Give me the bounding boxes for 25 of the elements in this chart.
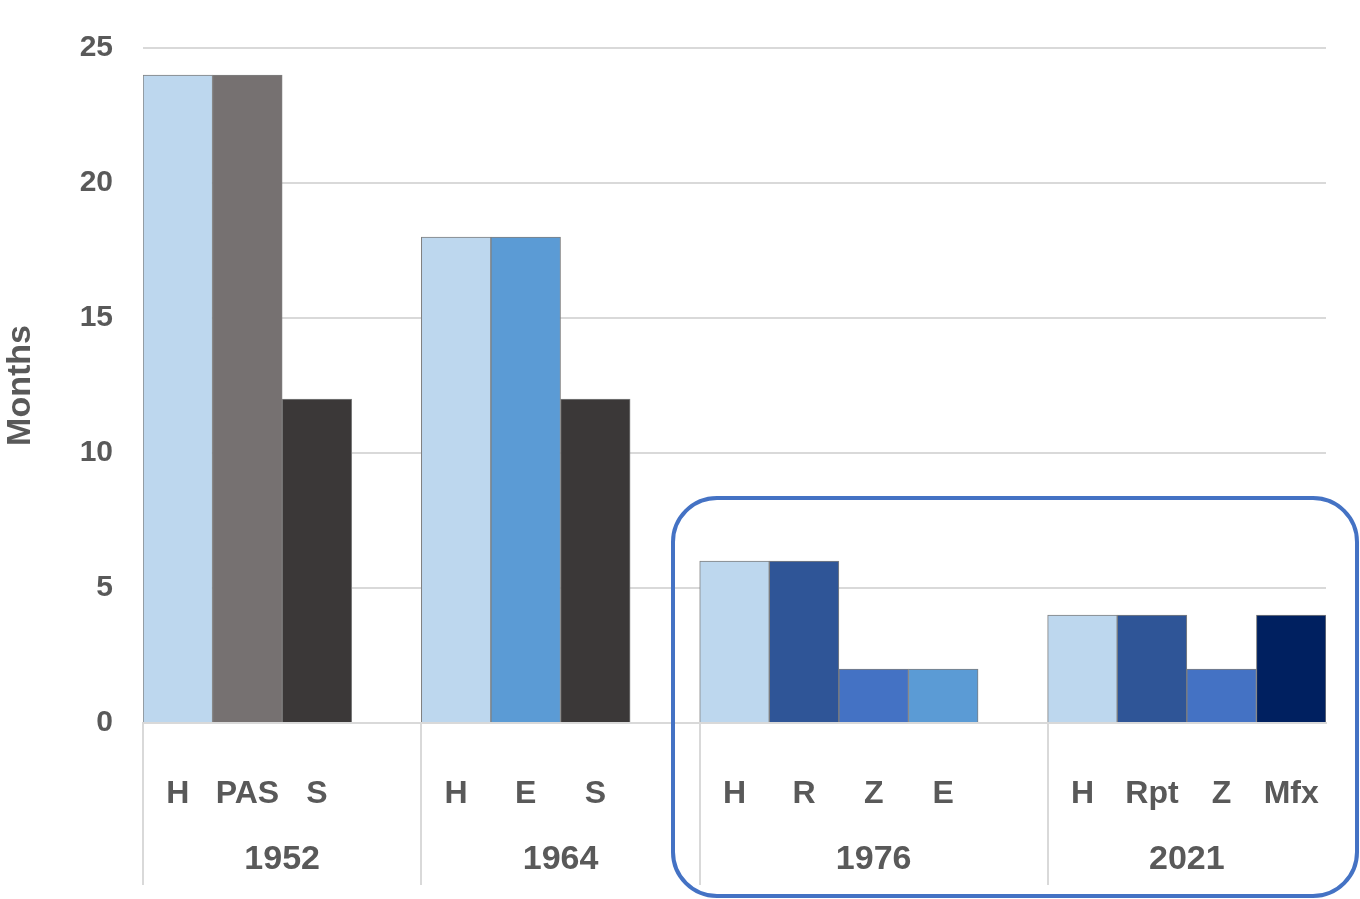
x-tick-label: H [1070,774,1094,811]
x-tick-label: PAS [215,774,280,811]
x-tick-label: H [722,774,747,811]
x-tick-label: Z [863,774,884,811]
x-tick-label: E [515,774,537,811]
x-tick-label: S [306,774,328,811]
y-tick-label: 0 [96,704,113,738]
y-tick-label: 20 [79,164,113,198]
y-tick-label: 15 [79,299,113,333]
text: 1964 [522,838,599,877]
x-tick-label: H [444,774,468,811]
y-tick-label: 10 [79,434,113,468]
text: 1952 [244,838,320,877]
text: 2021 [1149,838,1225,877]
x-tick-label: H [166,774,190,811]
y-tick-label: 25 [79,29,113,63]
x-tick-label: Mfx [1263,774,1319,811]
x-tick-label: S [584,774,606,811]
text: 1976 [835,838,912,877]
x-tick-label: E [932,774,954,811]
x-tick-label: Rpt [1125,774,1180,811]
y-axis-title: Months [0,325,37,446]
y-tick-label: 5 [96,569,113,603]
x-tick-label: Z [1211,774,1232,811]
x-tick-label: R [792,774,816,811]
